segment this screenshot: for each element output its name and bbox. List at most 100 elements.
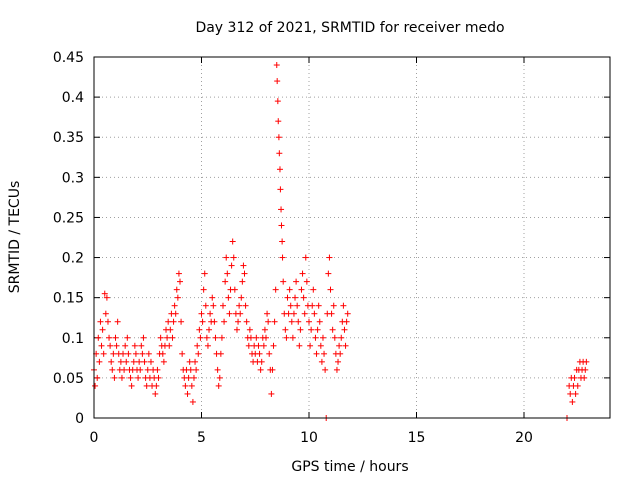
- data-point: [277, 186, 284, 193]
- data-point: [187, 366, 194, 373]
- data-point: [108, 358, 115, 365]
- data-point: [279, 238, 286, 245]
- data-point: [92, 382, 99, 389]
- y-tick-label: 0.15: [53, 291, 84, 307]
- data-point: [263, 334, 269, 341]
- data-point: [307, 342, 314, 349]
- data-point: [271, 318, 278, 325]
- data-point: [173, 286, 180, 293]
- data-point: [214, 366, 221, 373]
- data-point: [330, 302, 337, 309]
- data-point: [110, 350, 117, 357]
- data-point: [571, 374, 578, 381]
- data-point: [130, 358, 137, 365]
- data-point: [272, 286, 279, 293]
- data-point: [269, 366, 276, 373]
- data-point: [113, 342, 120, 349]
- data-point: [193, 366, 200, 373]
- data-point: [123, 358, 130, 365]
- data-point: [241, 270, 248, 277]
- data-point: [98, 342, 105, 349]
- y-tick-label: 0: [75, 411, 84, 427]
- data-point: [171, 302, 178, 309]
- data-point: [310, 286, 317, 293]
- data-point: [230, 254, 237, 261]
- data-point: [268, 390, 275, 397]
- data-point: [95, 334, 102, 341]
- data-point: [261, 326, 268, 333]
- data-point: [112, 334, 119, 341]
- data-point: [166, 342, 173, 349]
- data-point: [317, 342, 324, 349]
- data-point: [335, 358, 342, 365]
- data-point: [284, 294, 291, 301]
- data-point: [226, 310, 233, 317]
- data-point: [194, 342, 201, 349]
- data-point: [190, 374, 197, 381]
- data-point: [237, 310, 244, 317]
- data-point: [103, 294, 110, 301]
- data-point: [274, 98, 281, 105]
- data-point: [207, 310, 214, 317]
- y-axis-label: SRMTID / TECUs: [7, 181, 23, 294]
- data-point: [120, 350, 127, 357]
- data-point: [247, 334, 254, 341]
- data-point: [144, 366, 151, 373]
- x-tick-label: 15: [408, 430, 426, 446]
- data-point: [165, 318, 172, 325]
- data-point: [311, 310, 318, 317]
- data-point: [308, 326, 315, 333]
- data-point: [174, 294, 181, 301]
- data-point: [285, 310, 292, 317]
- data-point: [246, 326, 253, 333]
- data-point: [288, 318, 295, 325]
- data-point: [338, 334, 345, 341]
- data-point: [239, 278, 246, 285]
- y-tick-label: 0.25: [53, 210, 84, 226]
- data-point: [209, 294, 216, 301]
- data-point: [111, 374, 118, 381]
- data-point: [204, 342, 211, 349]
- data-point: [121, 366, 128, 373]
- data-point: [303, 278, 310, 285]
- data-point: [179, 350, 186, 357]
- data-point: [343, 318, 350, 325]
- data-point: [131, 342, 138, 349]
- data-point: [140, 334, 147, 341]
- data-point: [218, 334, 225, 341]
- data-point: [298, 286, 305, 293]
- data-point: [337, 350, 344, 357]
- data-point: [275, 118, 282, 125]
- data-point: [319, 334, 326, 341]
- data-point: [139, 350, 146, 357]
- data-point: [177, 278, 183, 285]
- data-point: [196, 326, 203, 333]
- data-point: [153, 382, 160, 389]
- data-point: [327, 286, 334, 293]
- y-tick-label: 0.3: [62, 170, 84, 186]
- data-point: [104, 318, 111, 325]
- data-point: [128, 382, 135, 389]
- data-point: [276, 166, 283, 173]
- data-point: [286, 286, 293, 293]
- data-point: [280, 278, 287, 285]
- data-point: [312, 334, 319, 341]
- data-point: [238, 294, 245, 301]
- data-point: [217, 350, 224, 357]
- data-point: [274, 78, 281, 85]
- data-point: [342, 342, 349, 349]
- data-point: [202, 302, 209, 309]
- data-point: [326, 254, 333, 261]
- data-point: [265, 318, 272, 325]
- data-point: [182, 382, 189, 389]
- data-point: [101, 290, 108, 297]
- data-point: [256, 350, 263, 357]
- data-point: [344, 310, 351, 317]
- data-point: [136, 358, 143, 365]
- data-point: [294, 302, 301, 309]
- data-point: [96, 358, 103, 365]
- data-point: [201, 270, 208, 277]
- data-point: [257, 366, 264, 373]
- y-tick-label: 0.45: [53, 50, 84, 66]
